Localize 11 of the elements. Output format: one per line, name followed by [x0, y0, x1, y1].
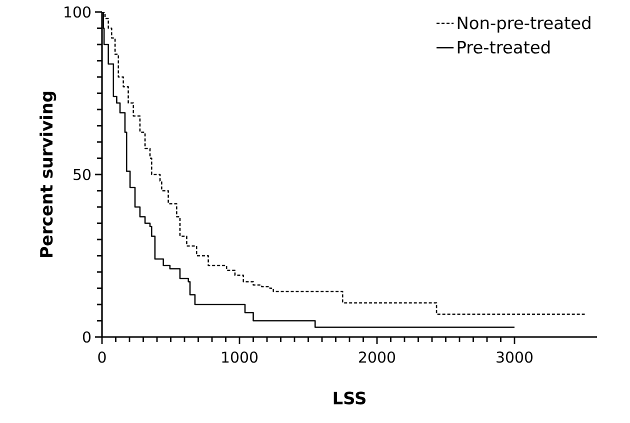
- x-tick-label: 0: [98, 351, 106, 363]
- x-tick-label: 1000: [222, 351, 258, 363]
- y-axis-title: Percent surviving: [40, 92, 56, 258]
- y-tick-label: 100: [64, 6, 91, 18]
- x-tick-label: 2000: [359, 351, 396, 363]
- legend-label: Pre-treated: [458, 40, 550, 54]
- x-axis-title: LSS: [334, 392, 366, 404]
- y-tick-label: 0: [82, 331, 91, 343]
- x-tick-label: 3000: [496, 351, 533, 363]
- legend-label: Non-pre-treated: [458, 16, 590, 33]
- y-tick-label: 50: [74, 168, 91, 180]
